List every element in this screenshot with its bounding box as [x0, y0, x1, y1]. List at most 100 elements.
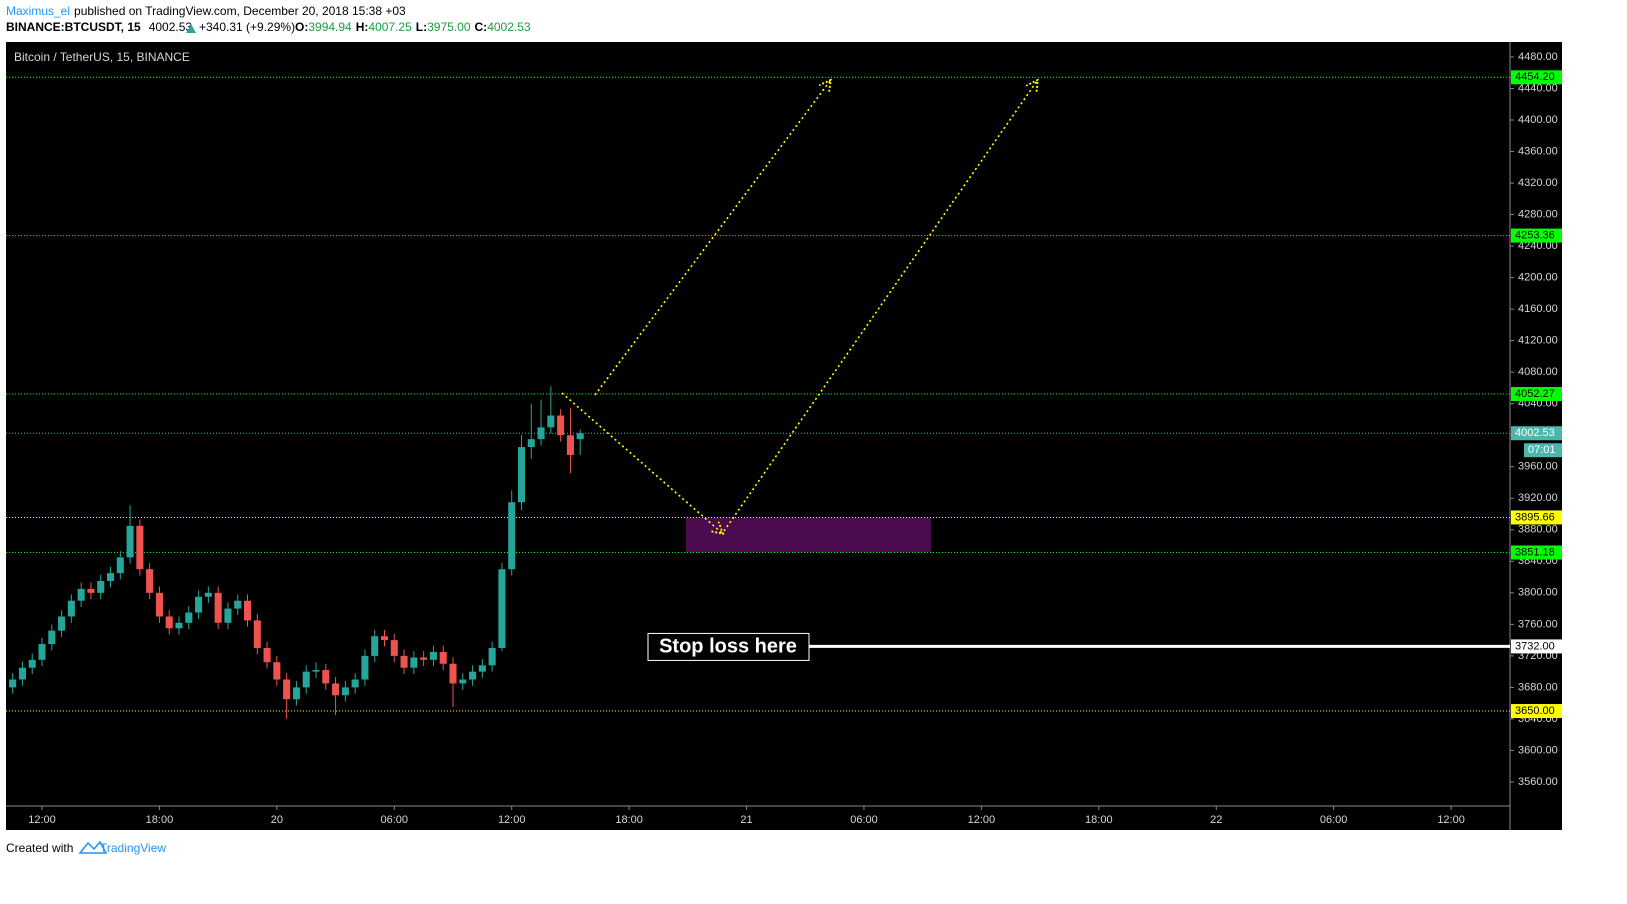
candle-body: [195, 596, 203, 613]
countdown-bg: [1524, 443, 1562, 458]
candle-body: [322, 670, 330, 684]
candle-body: [273, 662, 281, 680]
price-label: 4052.27: [1515, 388, 1555, 400]
y-tick-label: 4480.00: [1518, 51, 1558, 63]
price-lines: Stop loss here: [6, 76, 1510, 712]
x-tick-label: 18:00: [615, 814, 643, 826]
x-tick-label: 22: [1210, 814, 1222, 826]
ohlc-text: O:3994.94 H:4007.25 L:3975.00 C:4002.53: [295, 20, 531, 34]
candle-body: [77, 588, 85, 601]
footer-text: Created with: [6, 841, 73, 855]
x-tick-label: 18:00: [1085, 814, 1113, 826]
candle-body: [576, 433, 584, 440]
candle-body: [263, 647, 271, 663]
candle-body: [429, 651, 437, 660]
price-label-bg: [1511, 545, 1562, 560]
price-label-bg: [1511, 510, 1562, 525]
ohlc-value: 4007.25: [368, 20, 412, 34]
x-tick-label: 06:00: [850, 814, 878, 826]
candle-body: [87, 588, 95, 593]
candle-body: [185, 612, 193, 623]
y-tick-label: 3560.00: [1518, 776, 1558, 788]
candle-body: [400, 655, 408, 668]
ohlc-key: O:: [295, 20, 308, 34]
price-label: 4454.20: [1515, 71, 1555, 83]
candle-body: [146, 569, 154, 593]
logo: [78, 840, 108, 854]
y-tick-label: 4320.00: [1518, 177, 1558, 189]
symbol-line: BINANCE:BTCUSDT, 15 4002.53: [6, 20, 192, 34]
arrow: [561, 392, 722, 533]
candles: [9, 386, 584, 719]
candle-body: [449, 663, 457, 684]
price-label: 3732.00: [1515, 640, 1555, 652]
price-label: 4002.53: [1515, 427, 1555, 439]
price-label-bg: [1511, 704, 1562, 719]
ohlc-value: 3975.00: [427, 20, 471, 34]
x-tick-label: 12:00: [968, 814, 996, 826]
author: Maximus_el: [6, 4, 70, 18]
x-tick-label: 12:00: [498, 814, 526, 826]
up-arrow: [186, 24, 196, 33]
ohlc-value: 3994.94: [308, 20, 352, 34]
annotation: Stop loss here: [659, 636, 797, 658]
candle-body: [175, 622, 183, 629]
arrow: [723, 81, 1037, 532]
candle-body: [9, 679, 17, 688]
candle-body: [547, 415, 555, 428]
zone-layer: [686, 517, 931, 553]
candle-body: [126, 525, 134, 558]
countdown: 07:01: [1528, 444, 1556, 456]
candle-body: [332, 683, 340, 696]
candle-body: [165, 616, 173, 629]
price-label-bg: [1511, 426, 1562, 441]
candle-body: [469, 671, 477, 680]
candle-body: [508, 502, 516, 570]
candle-body: [566, 435, 574, 455]
footer-brand: TradingView: [100, 841, 166, 855]
price-label-bg: [1511, 387, 1562, 402]
x-tick-label: 12:00: [28, 814, 56, 826]
candle-body: [97, 581, 105, 593]
candle-body: [155, 592, 163, 617]
candle-body: [341, 687, 349, 696]
candle-body: [439, 651, 447, 664]
price-label: 3851.18: [1515, 546, 1555, 558]
candle-body: [302, 671, 310, 688]
change: +340.31 (+9.29%): [199, 20, 295, 34]
x-tick-label: 21: [740, 814, 752, 826]
y-tick-label: 4160.00: [1518, 303, 1558, 315]
candle-body: [234, 600, 242, 609]
candle-body: [410, 657, 418, 668]
candle-body: [459, 679, 467, 684]
y-tick-label: 4080.00: [1518, 366, 1558, 378]
candle-body: [390, 640, 398, 656]
x-tick-label: 20: [271, 814, 283, 826]
axis-labels: 3560.003600.003640.003680.003720.003760.…: [28, 51, 1562, 826]
candle-body: [420, 657, 428, 660]
candle-body: [243, 600, 252, 621]
plot-area: [6, 42, 1510, 806]
price-label-bg: [1511, 639, 1562, 654]
symbol: BINANCE:BTCUSDT, 15: [6, 20, 141, 34]
candle-body: [478, 665, 486, 672]
price-label-bg: [1511, 70, 1562, 85]
candle-body: [527, 439, 535, 448]
y-tick-label: 4360.00: [1518, 145, 1558, 157]
y-tick-label: 3760.00: [1518, 618, 1558, 630]
candle-body: [292, 687, 300, 700]
y-tick-label: 4240.00: [1518, 240, 1558, 252]
arrows: [561, 81, 1037, 533]
candle-body: [116, 557, 124, 574]
ohlc-legend: O:3994.94 H:4007.25 L:3975.00 C:4002.53: [295, 20, 531, 34]
time-axis: [6, 806, 1510, 830]
candle-body: [517, 447, 526, 503]
price-label-bg: [1511, 228, 1562, 243]
candle-body: [106, 573, 115, 582]
candle-body: [312, 670, 320, 672]
y-tick-label: 3600.00: [1518, 744, 1558, 756]
candle-body: [18, 667, 26, 680]
price-label: 3895.66: [1515, 511, 1555, 523]
candle-body: [38, 644, 46, 660]
